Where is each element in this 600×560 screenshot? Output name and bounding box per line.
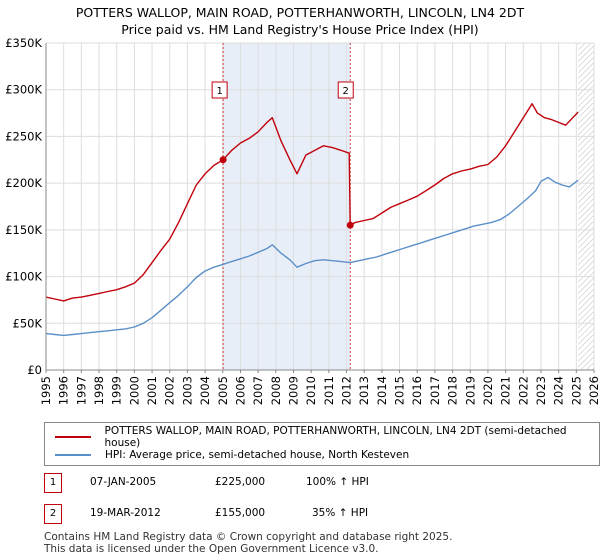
sale-hpi-change: 35% ↑ HPI (312, 507, 369, 519)
sale-label-box (211, 81, 228, 99)
legend-swatch-property (55, 436, 91, 438)
x-tick-label: 2009 (286, 376, 300, 405)
hpi-series-line (45, 176, 579, 337)
sale-hpi-change: 100% ↑ HPI (306, 476, 369, 488)
x-tick-label: 2018 (446, 376, 460, 405)
footer: Contains HM Land Registry data © Crown c… (44, 531, 452, 555)
x-tick-label: 2007 (251, 376, 265, 405)
x-tick-label: 2019 (463, 376, 477, 405)
sale-price: £155,000 (215, 507, 266, 519)
property-series-line (45, 102, 579, 302)
x-tick-label: 2022 (516, 376, 530, 405)
legend-item-property: POTTERS WALLOP, MAIN ROAD, POTTERHANWORT… (55, 425, 599, 449)
x-tick-label: 2001 (145, 376, 159, 405)
x-tick-label: 1999 (110, 376, 124, 405)
x-tick-label: 2012 (340, 376, 354, 405)
y-tick-label: £200K (5, 176, 42, 190)
x-tick-label: 2005 (216, 376, 230, 405)
x-tick-label: 2011 (322, 376, 336, 405)
chart-legend: POTTERS WALLOP, MAIN ROAD, POTTERHANWORT… (44, 422, 600, 466)
x-tick-label: 2014 (375, 376, 389, 405)
legend-item-hpi: HPI: Average price, semi-detached house,… (55, 447, 409, 463)
chart-title: POTTERS WALLOP, MAIN ROAD, POTTERHANWORT… (0, 4, 600, 38)
x-tick-label: 2026 (587, 376, 600, 405)
legend-swatch-hpi (55, 454, 91, 456)
sale-label-text: 2 (343, 86, 349, 97)
x-tick-label: 2016 (410, 376, 424, 405)
x-tick-label: 2020 (481, 376, 495, 405)
x-tick-label: 2023 (534, 376, 548, 405)
y-tick-label: £250K (5, 129, 42, 143)
forecast-hatch (578, 43, 594, 370)
sale-badge: 2 (44, 504, 62, 524)
x-tick-label: 2024 (552, 376, 566, 405)
y-tick-label: £0 (27, 363, 42, 377)
sale-point (219, 156, 227, 164)
x-tick-label: 2000 (127, 376, 141, 405)
footer-line-2: This data is licensed under the Open Gov… (44, 543, 379, 555)
x-tick-label: 1996 (57, 376, 71, 405)
sale-badge: 1 (44, 473, 62, 493)
sale-date: 07-JAN-2005 (90, 476, 157, 488)
x-tick-label: 2003 (180, 376, 194, 405)
x-tick-label: 2017 (428, 376, 442, 405)
sale-point (346, 221, 354, 229)
ownership-shading (223, 43, 351, 370)
y-tick-label: £350K (5, 36, 42, 50)
y-tick-label: £100K (5, 270, 42, 284)
legend-label-hpi: HPI: Average price, semi-detached house,… (105, 449, 410, 461)
y-tick-label: £50K (13, 316, 43, 330)
x-tick-label: 1998 (92, 376, 106, 405)
y-tick-label: £300K (5, 83, 42, 97)
x-tick-label: 2010 (304, 376, 318, 405)
legend-label-property: POTTERS WALLOP, MAIN ROAD, POTTERHANWORT… (104, 425, 567, 449)
x-tick-label: 2013 (357, 376, 371, 405)
x-tick-label: 2015 (393, 376, 407, 405)
sale-label-text: 1 (216, 86, 222, 97)
sale-date: 19-MAR-2012 (90, 507, 161, 519)
sale-price: £225,000 (215, 476, 266, 488)
x-tick-label: 2004 (198, 376, 212, 405)
title-line-1: POTTERS WALLOP, MAIN ROAD, POTTERHANWORT… (75, 5, 525, 20)
price-chart: 1 2 £0 £50K £100K £150K £200K £250K £300K £350K 1… (5, 36, 600, 405)
x-tick-label: 2002 (163, 376, 177, 405)
title-line-2: Price paid vs. HM Land Registry's House … (121, 22, 479, 37)
x-tick-label: 2008 (269, 376, 283, 405)
x-tick-label: 2025 (569, 376, 583, 405)
footer-line-1: Contains HM Land Registry data © Crown c… (44, 531, 453, 543)
x-tick-label: 1997 (74, 376, 88, 405)
x-tick-label: 1995 (39, 376, 53, 405)
y-tick-label: £150K (5, 223, 42, 237)
x-tick-label: 2021 (499, 376, 513, 405)
x-tick-label: 2006 (233, 376, 247, 405)
sale-label-box (337, 81, 354, 99)
